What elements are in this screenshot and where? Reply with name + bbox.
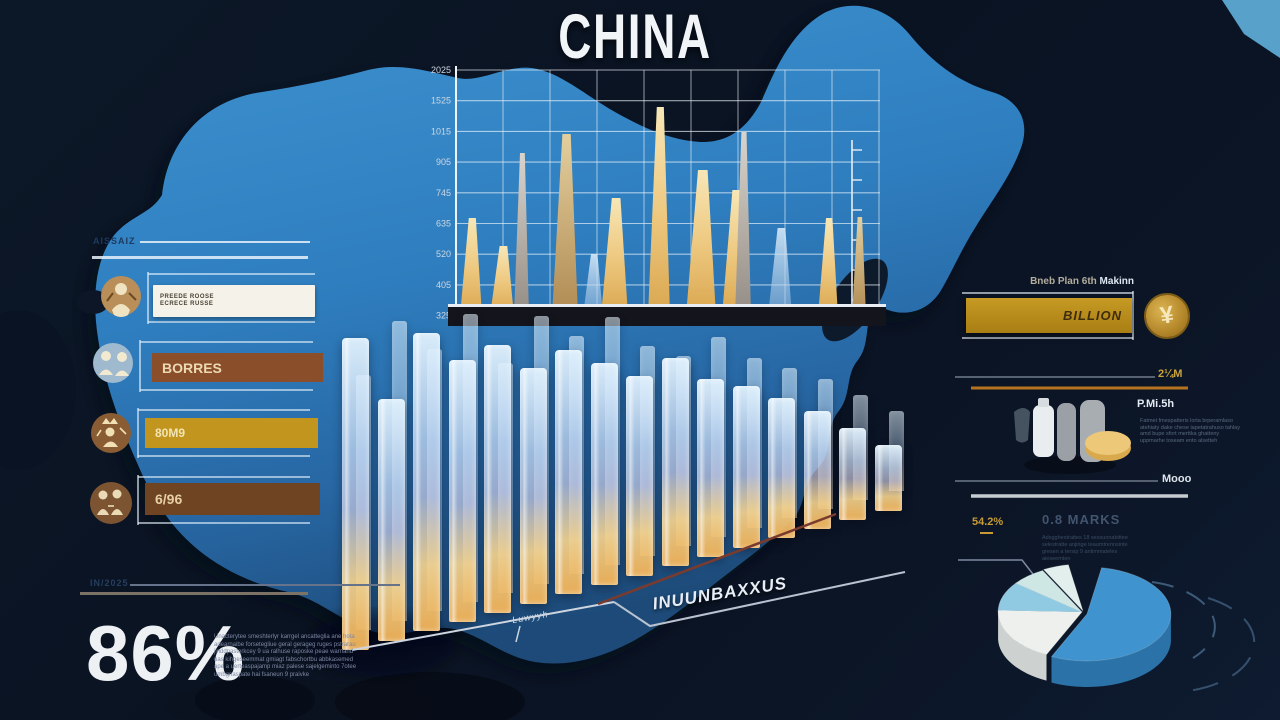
header-part: Bneb Plan 6th <box>1030 276 1097 287</box>
svg-text:325: 325 <box>436 311 451 321</box>
family-figures-icon <box>90 482 132 524</box>
corner-light-streak <box>1222 0 1280 58</box>
front-crystal-bar <box>732 385 760 548</box>
crowned-figure-icon <box>91 413 131 453</box>
pie-callout-line <box>958 559 1037 579</box>
svg-text:1015: 1015 <box>431 126 451 136</box>
dark-blob <box>195 676 315 720</box>
front-crystal-bar <box>839 427 866 520</box>
decorative-arc <box>1177 597 1256 693</box>
dark-blob <box>0 310 76 470</box>
front-crystal-bar <box>874 444 902 511</box>
front-crystal-bar <box>484 344 511 613</box>
front-crystal-bar <box>448 360 476 623</box>
pie-section-heading: 0.8 MARKS <box>1042 512 1121 527</box>
legend-row-bar: 80M9 <box>145 418 318 448</box>
front-crystal-bar <box>803 411 831 530</box>
bracket-lines <box>962 291 1134 340</box>
legend-row-bar: 6/96 <box>145 483 320 515</box>
svg-text:2025: 2025 <box>431 65 451 75</box>
pie-percent-label: 54.2% <box>972 516 1004 528</box>
items-stat-label: P.Mi.5h <box>1137 398 1175 410</box>
pie-caption: Adsgghestrattes 18 sessuonabittee selest… <box>1042 535 1128 562</box>
front-crystal-bar <box>626 375 653 576</box>
legend-row-value-box: PREEDE ROOSE ECRECE RUSSE <box>153 285 315 317</box>
bottle-and-slabs-3d-icon <box>1014 398 1131 474</box>
dark-blob <box>335 672 525 720</box>
front-crystal-bar <box>413 333 440 632</box>
divider <box>80 592 308 595</box>
legend-row-label: PREEDE ROOSE <box>160 294 215 300</box>
svg-text:405: 405 <box>436 280 451 290</box>
front-crystal-bar <box>555 350 582 595</box>
right-stat-1: 2¼M <box>1158 368 1183 380</box>
two-people-icon <box>93 343 133 383</box>
bracket-lines <box>137 272 315 525</box>
page-title: CHINA <box>558 1 712 72</box>
svg-text:1525: 1525 <box>431 96 451 106</box>
left-panel-header: AISSAIZ <box>93 236 136 246</box>
svg-text:905: 905 <box>436 157 451 167</box>
legend-row-label: ECRECE RUSSE <box>160 301 214 307</box>
front-crystal-bar <box>519 367 547 604</box>
big-stat-86-percent: 86% <box>86 609 246 697</box>
legend-row-bar: BORRES <box>152 353 323 382</box>
front-crystal-bar <box>768 398 795 539</box>
front-crystal-bar <box>590 362 618 585</box>
red-axis-line <box>597 512 837 606</box>
svg-text:635: 635 <box>436 219 451 229</box>
stat-kicker: IN/2025 <box>90 578 129 588</box>
svg-text:520: 520 <box>436 249 451 259</box>
divider <box>92 256 308 259</box>
right-panel-header: Bneb Plan 6th Makinn <box>962 276 1134 287</box>
header-part: Makinn <box>1099 276 1134 287</box>
items-caption: Fatmet fmespatteris lorta brperamlaso at… <box>1140 418 1240 444</box>
front-crystal-bar <box>377 398 405 641</box>
person-figure-icon <box>101 276 141 317</box>
billion-gold-bar: BILLION <box>966 298 1132 333</box>
divider <box>140 241 310 243</box>
right-stat-2: Mooo <box>1162 473 1192 485</box>
front-crystal-bar <box>342 338 369 650</box>
divider <box>130 584 400 586</box>
stat-paragraph: Unacterytee smeshterlyr karrgel ancatteg… <box>214 634 357 678</box>
front-crystal-bar <box>697 379 724 557</box>
front-crystal-bar <box>661 358 689 567</box>
svg-text:745: 745 <box>436 188 451 198</box>
